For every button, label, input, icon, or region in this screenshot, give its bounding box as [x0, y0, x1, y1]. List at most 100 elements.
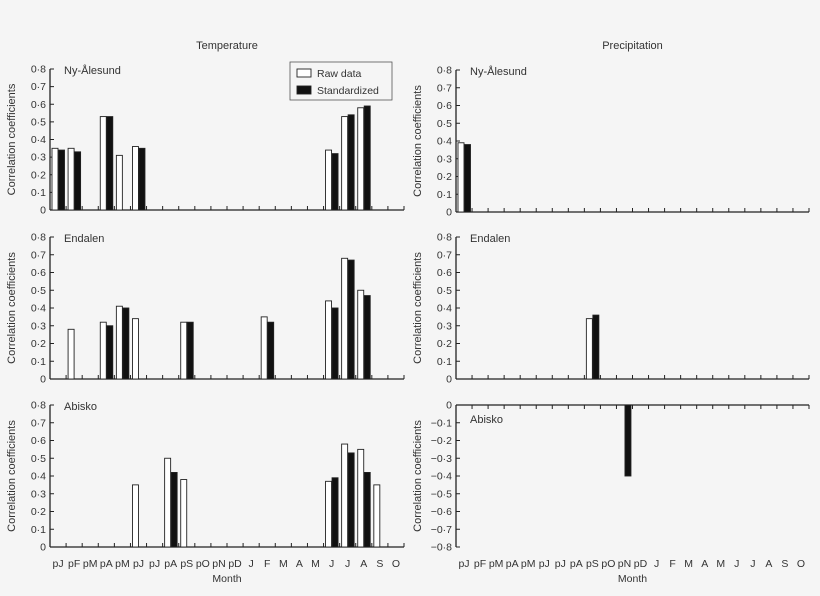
x-tick-label: J	[750, 558, 755, 570]
bar-standardized	[624, 404, 632, 477]
legend-swatch-standardized	[296, 85, 312, 95]
y-tick-label: 0·5	[31, 453, 46, 465]
x-tick-label: pS	[180, 558, 193, 570]
x-tick-label: A	[296, 558, 303, 570]
bar-standardized	[74, 151, 82, 211]
y-tick-label: 0·4	[437, 136, 452, 148]
y-tick-label: 0·8	[437, 65, 452, 77]
bar-raw-data	[164, 457, 172, 548]
y-tick-label: 0·3	[437, 320, 452, 332]
bar-standardized	[464, 144, 471, 213]
x-tick-label: O	[797, 558, 805, 570]
bar-standardized	[592, 314, 600, 380]
y-tick-label: 0·5	[31, 116, 46, 128]
bar-raw-data	[99, 321, 107, 380]
y-tick-label: 0·2	[31, 338, 46, 350]
x-tick-label: pJ	[555, 558, 566, 570]
y-tick-label: 0	[446, 374, 452, 386]
y-tick-label: −0·8	[431, 542, 452, 554]
x-tick-label: pJ	[458, 558, 469, 570]
x-tick-label: pD	[634, 558, 648, 570]
y-tick-label: 0	[40, 374, 46, 386]
y-axis-label: Correlation coefficients	[6, 252, 18, 364]
y-tick-label: 0·7	[31, 81, 46, 93]
y-tick-label: 0·6	[437, 100, 452, 112]
y-tick-label: 0·3	[31, 152, 46, 164]
site-label: Abisko	[470, 414, 503, 426]
y-tick-label: 0	[446, 400, 452, 412]
y-tick-label: 0·3	[437, 153, 452, 165]
x-tick-label: pS	[586, 558, 599, 570]
bar-standardized	[363, 105, 371, 211]
bar-raw-data	[260, 316, 268, 380]
y-tick-label: 0·1	[31, 356, 46, 368]
y-tick-label: 0·7	[31, 417, 46, 429]
y-tick-label: 0·6	[437, 267, 452, 279]
y-tick-label: 0·4	[31, 134, 46, 146]
bar-standardized	[363, 472, 371, 548]
y-tick-label: −0·3	[431, 453, 452, 465]
y-tick-label: 0·5	[437, 285, 452, 297]
bar-standardized	[170, 472, 178, 548]
x-tick-label: pM	[83, 558, 98, 570]
y-tick-label: 0	[446, 207, 452, 219]
site-label: Abisko	[64, 401, 97, 413]
x-axis-label: Month	[212, 573, 241, 585]
y-tick-label: 0·1	[31, 187, 46, 199]
x-tick-label: pA	[570, 558, 583, 570]
x-tick-label: pM	[115, 558, 130, 570]
x-tick-label: J	[329, 558, 334, 570]
x-tick-label: M	[311, 558, 320, 570]
bar-standardized	[331, 153, 339, 211]
y-tick-label: 0·3	[31, 488, 46, 500]
bar-raw-data	[99, 116, 107, 211]
y-tick-label: 0·1	[437, 356, 452, 368]
x-tick-label: pA	[100, 558, 113, 570]
bar-raw-data	[373, 484, 381, 548]
bar-raw-data	[132, 318, 139, 380]
y-tick-label: 0·8	[31, 64, 46, 76]
y-tick-label: 0·4	[437, 303, 452, 315]
bar-raw-data	[325, 300, 332, 380]
y-axis-label: Correlation coefficients	[6, 420, 18, 532]
y-axis-label: Correlation coefficients	[412, 252, 424, 364]
y-tick-label: 0·7	[437, 82, 452, 94]
y-tick-label: 0·7	[31, 249, 46, 261]
y-tick-label: 0·6	[31, 435, 46, 447]
y-tick-label: 0·7	[437, 249, 452, 261]
y-tick-label: 0·2	[437, 171, 452, 183]
y-tick-label: 0·2	[437, 338, 452, 350]
x-tick-label: S	[781, 558, 788, 570]
x-tick-label: J	[654, 558, 659, 570]
x-tick-label: pN	[618, 558, 631, 570]
y-tick-label: 0·8	[31, 400, 46, 412]
x-tick-label: pF	[474, 558, 486, 570]
y-tick-label: 0·2	[31, 169, 46, 181]
bar-raw-data	[180, 479, 188, 548]
y-axis-label: Correlation coefficients	[412, 85, 424, 197]
y-tick-label: 0·3	[31, 320, 46, 332]
x-tick-label: pA	[506, 558, 519, 570]
x-tick-label: pJ	[539, 558, 550, 570]
bar-standardized	[138, 147, 146, 211]
bar-raw-data	[357, 289, 365, 380]
bar-raw-data	[585, 318, 593, 380]
x-tick-label: pF	[68, 558, 80, 570]
bar-standardized	[363, 295, 371, 380]
x-tick-label: pO	[601, 558, 615, 570]
bar-raw-data	[180, 321, 188, 380]
bar-raw-data	[457, 142, 465, 213]
bar-standardized	[122, 307, 130, 380]
x-axis-label: Month	[618, 573, 647, 585]
legend-swatch-raw-data	[296, 68, 312, 78]
bar-raw-data	[132, 146, 139, 211]
y-tick-label: 0·8	[31, 232, 46, 244]
x-tick-label: J	[345, 558, 350, 570]
y-axis-label: Correlation coefficients	[6, 83, 18, 195]
x-tick-label: M	[684, 558, 693, 570]
bar-standardized	[106, 116, 114, 211]
bar-raw-data	[132, 484, 139, 548]
x-tick-label: pJ	[149, 558, 160, 570]
bar-standardized	[347, 114, 355, 211]
